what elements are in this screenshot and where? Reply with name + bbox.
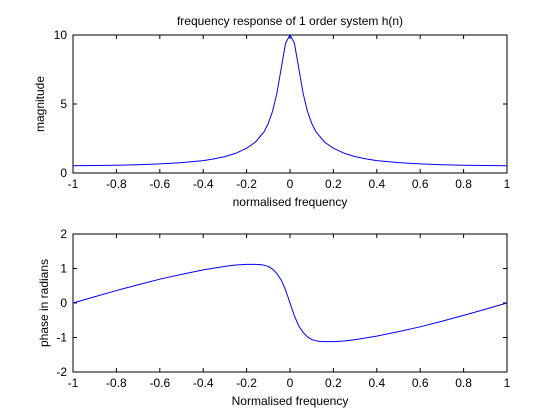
phase-y-tick-label: 1 xyxy=(60,262,67,276)
magnitude-x-tick-label: 1 xyxy=(504,177,511,191)
magnitude-y-tick-label: 5 xyxy=(60,97,67,111)
phase-series-line xyxy=(72,263,508,343)
magnitude-y-ticks: 0 5 10 xyxy=(54,28,507,180)
phase-x-tick-label: 0.8 xyxy=(455,376,472,390)
magnitude-x-tick-label: 0.8 xyxy=(455,177,472,191)
phase-x-tick-label: 0 xyxy=(287,376,294,390)
phase-x-tick-label: 0.6 xyxy=(412,376,429,390)
magnitude-x-tick-label: 0.2 xyxy=(325,177,342,191)
phase-x-tick-label: -0.6 xyxy=(149,376,170,390)
phase-x-ticks: -1 -0.8 -0.6 -0.4 -0.2 0 0.2 0.4 0.6 0.8 1 xyxy=(68,234,511,390)
magnitude-x-tick-label: -0.4 xyxy=(193,177,214,191)
phase-y-tick-label: 0 xyxy=(60,296,67,310)
phase-x-tick-label: -0.4 xyxy=(193,376,214,390)
magnitude-x-tick-label: 0 xyxy=(287,177,294,191)
phase-y-ticks: -2 -1 0 1 2 xyxy=(56,227,507,379)
phase-x-tick-label: 1 xyxy=(504,376,511,390)
magnitude-series-line xyxy=(72,33,508,167)
magnitude-x-tick-label: 0.6 xyxy=(412,177,429,191)
phase-x-tick-label: 0.2 xyxy=(325,376,342,390)
magnitude-x-tick-label: -0.2 xyxy=(236,177,257,191)
magnitude-x-tick-label: 0.4 xyxy=(368,177,385,191)
magnitude-x-tick-label: -0.8 xyxy=(106,177,127,191)
phase-y-tick-label: -2 xyxy=(56,365,67,379)
phase-x-tick-label: -0.8 xyxy=(106,376,127,390)
magnitude-x-tick-label: -1 xyxy=(68,177,79,191)
magnitude-y-tick-label: 10 xyxy=(54,28,68,42)
magnitude-x-ticks: -1 -0.8 -0.6 -0.4 -0.2 0 0.2 0.4 0.6 0.8 1 xyxy=(68,35,511,191)
magnitude-subplot: frequency response of 1 order system h(n… xyxy=(33,14,511,209)
magnitude-ylabel: magnitude xyxy=(33,76,47,132)
phase-ylabel: phase in radians xyxy=(37,259,51,347)
phase-y-tick-label: 2 xyxy=(60,227,67,241)
magnitude-y-tick-label: 0 xyxy=(60,166,67,180)
magnitude-x-tick-label: -0.6 xyxy=(149,177,170,191)
phase-x-tick-label: -1 xyxy=(68,376,79,390)
magnitude-axes-frame xyxy=(72,34,508,174)
phase-y-tick-label: -1 xyxy=(56,331,67,345)
magnitude-xlabel: normalised frequency xyxy=(233,195,348,209)
phase-subplot: Normalised frequency phase in radians -1… xyxy=(37,227,511,408)
phase-x-tick-label: -0.2 xyxy=(236,376,257,390)
magnitude-title: frequency response of 1 order system h(n… xyxy=(177,14,403,28)
phase-x-tick-label: 0.4 xyxy=(368,376,385,390)
phase-xlabel: Normalised frequency xyxy=(232,394,349,408)
